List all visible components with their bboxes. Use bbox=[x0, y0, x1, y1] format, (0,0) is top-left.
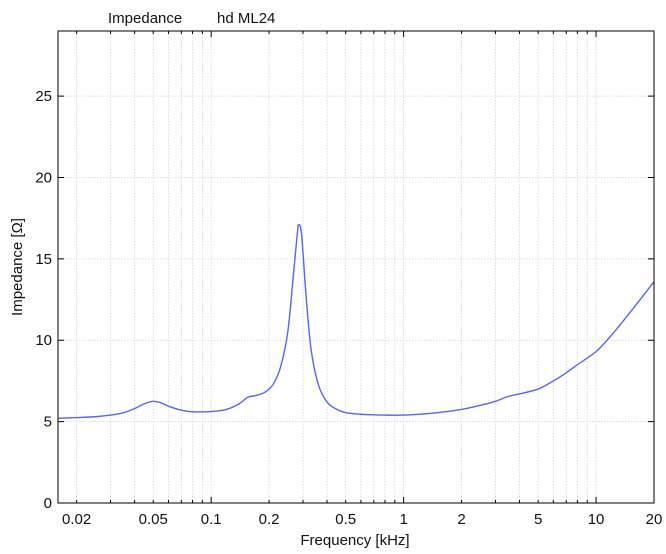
x-tick-label: 0.1 bbox=[201, 511, 222, 528]
y-tick-label: 5 bbox=[44, 414, 52, 431]
impedance-data-point bbox=[298, 224, 299, 225]
impedance-data-point bbox=[360, 414, 361, 415]
y-tick-label: 10 bbox=[35, 332, 52, 349]
x-tick-label: 0.02 bbox=[62, 511, 91, 528]
impedance-data-point bbox=[247, 397, 248, 398]
impedance-data-point bbox=[326, 401, 327, 402]
impedance-data-point bbox=[418, 414, 419, 415]
impedance-data-point bbox=[437, 412, 438, 413]
impedance-data-point bbox=[280, 366, 281, 367]
impedance-data-point bbox=[239, 403, 240, 404]
impedance-data-point bbox=[161, 402, 162, 403]
impedance-data-point bbox=[192, 411, 193, 412]
impedance-data-point bbox=[287, 332, 288, 333]
y-axis-label: Impedance [Ω] bbox=[9, 218, 26, 316]
impedance-data-point bbox=[538, 388, 539, 389]
impedance-data-point bbox=[255, 395, 256, 396]
impedance-data-point bbox=[318, 384, 319, 385]
x-tick-label: 0.05 bbox=[139, 511, 168, 528]
impedance-data-point bbox=[305, 291, 306, 292]
x-tick-label: 2 bbox=[457, 511, 465, 528]
plot-frame bbox=[57, 30, 655, 504]
impedance-data-point bbox=[110, 415, 111, 416]
impedance-data-point bbox=[629, 312, 630, 313]
impedance-data-point bbox=[403, 415, 404, 416]
y-tick-label: 15 bbox=[35, 251, 52, 268]
impedance-data-point bbox=[577, 364, 578, 365]
chart-title-left: Impedance bbox=[108, 10, 182, 27]
impedance-data-point bbox=[310, 348, 311, 349]
impedance-data-point bbox=[76, 417, 77, 418]
impedance-data-point bbox=[134, 408, 135, 409]
impedance-data-point bbox=[373, 414, 374, 415]
impedance-data-point bbox=[292, 283, 293, 284]
impedance-data-point bbox=[273, 384, 274, 385]
impedance-data-point bbox=[181, 410, 182, 411]
impedance-data-point bbox=[153, 401, 154, 402]
impedance-data-point bbox=[553, 380, 554, 381]
impedance-data-point bbox=[144, 403, 145, 404]
x-tick-label: 10 bbox=[588, 511, 605, 528]
grid-lines bbox=[58, 31, 654, 503]
impedance-data-point bbox=[95, 416, 96, 417]
impedance-data-point bbox=[226, 409, 227, 410]
impedance-curve-layer bbox=[57, 223, 655, 420]
impedance-data-point bbox=[297, 234, 298, 235]
impedance-data-point bbox=[508, 396, 509, 397]
impedance-data-point bbox=[336, 409, 337, 410]
impedance-data-point bbox=[202, 411, 203, 412]
impedance-data-point bbox=[461, 409, 462, 410]
impedance-data-point bbox=[480, 405, 481, 406]
impedance-series-line bbox=[57, 223, 655, 420]
x-tick-label: 5 bbox=[534, 511, 542, 528]
y-tick-label: 25 bbox=[35, 88, 52, 105]
chart-title-right: hd ML24 bbox=[217, 10, 275, 27]
x-axis-label: Frequency [kHz] bbox=[300, 532, 409, 549]
impedance-data-point bbox=[211, 411, 212, 412]
impedance-data-point bbox=[566, 372, 567, 373]
impedance-data-point bbox=[495, 401, 496, 402]
x-tick-label: 1 bbox=[399, 511, 407, 528]
x-tick-label: 0.5 bbox=[335, 511, 356, 528]
impedance-data-point bbox=[384, 415, 385, 416]
impedance-data-point bbox=[595, 351, 596, 352]
impedance-data-point bbox=[301, 234, 302, 235]
x-tick-label: 20 bbox=[646, 511, 663, 528]
tick-marks bbox=[58, 31, 654, 504]
impedance-data-point bbox=[345, 412, 346, 413]
impedance-data-point bbox=[264, 392, 265, 393]
impedance-data-point bbox=[123, 412, 124, 413]
y-tick-label: 20 bbox=[35, 169, 52, 186]
impedance-data-point bbox=[519, 393, 520, 394]
impedance-data-point bbox=[168, 406, 169, 407]
impedance-data-point bbox=[611, 335, 612, 336]
x-tick-label: 0.2 bbox=[259, 511, 280, 528]
y-tick-label: 0 bbox=[44, 495, 52, 512]
